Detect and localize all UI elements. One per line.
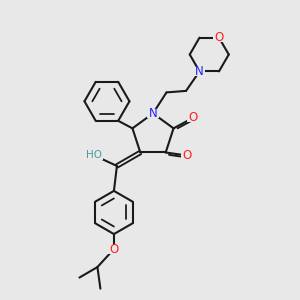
Text: N: N (148, 107, 158, 120)
Text: O: O (109, 243, 119, 256)
Text: HO: HO (86, 151, 102, 160)
FancyBboxPatch shape (108, 244, 119, 253)
FancyBboxPatch shape (148, 109, 159, 118)
Text: O: O (182, 149, 191, 162)
FancyBboxPatch shape (181, 151, 192, 160)
FancyBboxPatch shape (85, 151, 103, 160)
FancyBboxPatch shape (194, 67, 205, 76)
FancyBboxPatch shape (214, 33, 225, 42)
Text: O: O (214, 31, 224, 44)
FancyBboxPatch shape (188, 113, 199, 122)
Text: N: N (195, 65, 204, 78)
Text: O: O (188, 111, 198, 124)
